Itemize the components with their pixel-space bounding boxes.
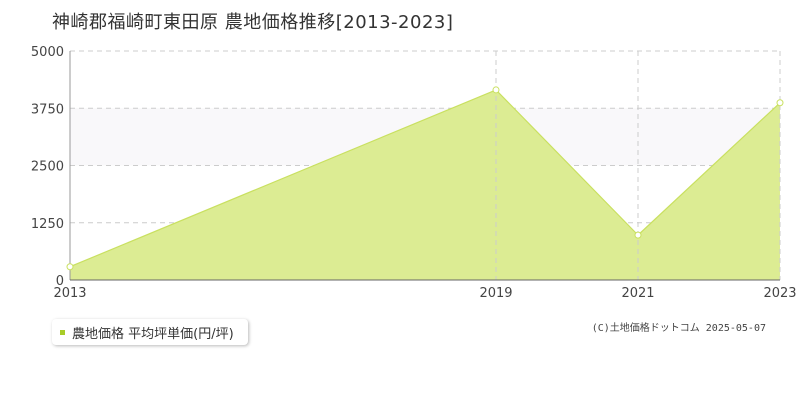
legend-label: 農地価格 平均坪単価(円/坪) (72, 326, 234, 342)
plot-band-top (70, 51, 780, 109)
x-tick-label: 2019 (479, 286, 512, 301)
data-point (776, 99, 784, 107)
data-point (66, 263, 74, 271)
x-tick-label: 2021 (621, 286, 654, 301)
copyright-text: (C)土地価格ドットコム 2025-05-07 (591, 323, 766, 334)
area-fill (70, 89, 780, 281)
y-tick-label: 5000 (31, 45, 64, 60)
x-tick-label: 2013 (53, 286, 86, 301)
y-tick-label: 1250 (31, 217, 64, 232)
chart-title: 神崎郡福崎町東田原 農地価格推移[2013-2023] (52, 12, 454, 33)
data-point (492, 86, 500, 94)
y-tick-label: 3750 (31, 102, 64, 117)
y-tick-label: 2500 (31, 160, 64, 175)
data-point (634, 231, 642, 239)
legend-swatch (60, 329, 65, 335)
x-tick-label: 2023 (763, 286, 796, 301)
series-line (69, 89, 781, 268)
legend: 農地価格 平均坪単価(円/坪) (52, 319, 248, 345)
y-tick-label: 0 (56, 274, 64, 289)
